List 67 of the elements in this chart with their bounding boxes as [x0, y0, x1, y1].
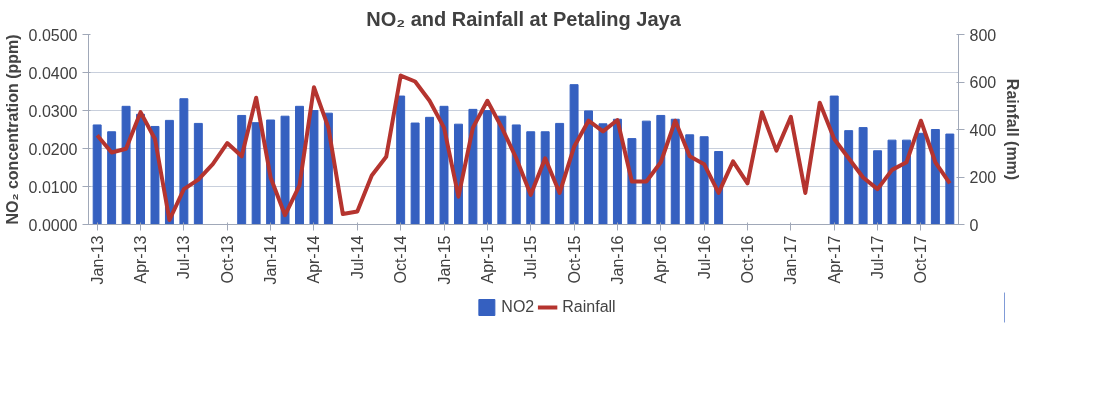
bar: [612, 118, 622, 225]
y-tick-label: 0.0500: [28, 26, 78, 44]
x-tick-label: Jan-16: [608, 235, 626, 285]
bar: [945, 133, 955, 225]
bar: [569, 84, 579, 225]
y-tick-label: 0.0200: [28, 140, 78, 158]
x-tick-label: Oct-14: [392, 235, 410, 284]
x-tick-label: Jan-15: [435, 235, 453, 285]
x-tick-label: Apr-16: [652, 235, 670, 284]
y2-tick-label: 400: [969, 121, 997, 139]
bar: [844, 130, 854, 225]
y-axis-title: NO₂ concentration (ppm): [3, 34, 21, 225]
x-tick-label: Jan-14: [262, 235, 280, 285]
bar: [92, 124, 102, 225]
bar: [136, 113, 145, 225]
bar: [902, 139, 911, 225]
bar: [280, 115, 290, 225]
bar: [858, 127, 868, 225]
line-series: [95, 73, 952, 222]
x-tick-label: Oct-17: [912, 235, 930, 284]
x-tick-label: Apr-13: [132, 235, 150, 284]
x-tick-label: Jul-17: [869, 235, 887, 280]
y2-tick-label: 0: [969, 216, 979, 234]
x-tick-label: Oct-15: [565, 235, 583, 284]
bar: [873, 150, 883, 225]
bar: [887, 139, 897, 225]
x-tick-label: Jan-13: [88, 235, 106, 285]
x-tick-label: Oct-13: [218, 235, 236, 284]
bar: [410, 122, 420, 225]
x-tick-label: Apr-14: [305, 235, 323, 284]
y2-tick-label: 600: [969, 74, 997, 91]
bar: [656, 114, 666, 225]
legend-label: Rainfall: [562, 298, 616, 316]
bar: [916, 132, 926, 225]
bar: [121, 105, 131, 225]
bar: [482, 110, 492, 225]
x-tick-label: Jul-16: [695, 235, 713, 280]
bar: [497, 115, 507, 225]
y2-tick-label: 200: [969, 169, 997, 186]
x-tick-label: Apr-17: [825, 235, 843, 284]
legend-label: NO2: [501, 298, 535, 316]
bar: [685, 134, 695, 225]
y-tick-label: 0.0100: [28, 178, 78, 196]
bar: [425, 116, 435, 225]
x-tick-label: Apr-15: [478, 235, 496, 284]
x-tick-label: Jul-14: [348, 235, 366, 280]
chart-title: NO₂ and Rainfall at Petaling Jaya: [366, 7, 682, 30]
bar: [829, 95, 839, 225]
bar: [193, 122, 203, 225]
x-tick-label: Oct-16: [739, 235, 756, 284]
bar: [598, 123, 608, 225]
bar: [699, 136, 709, 225]
y-tick-label: 0.0400: [28, 64, 78, 82]
x-tick-label: Jan-17: [782, 235, 800, 285]
y-tick-label: 0.0000: [28, 216, 78, 234]
bar: [396, 95, 406, 225]
bar: [107, 131, 117, 225]
y2-axis-title: Rainfall (mm): [1004, 78, 1022, 181]
y-tick-label: 0.0300: [28, 102, 78, 120]
bar: [179, 98, 189, 225]
y2-tick-label: 800: [969, 26, 997, 44]
x-tick-label: Jul-15: [522, 235, 540, 280]
x-tick-label: Jul-13: [175, 235, 193, 280]
bar: [641, 120, 651, 225]
bar: [251, 122, 261, 225]
bar: [584, 110, 594, 225]
bar: [309, 110, 319, 225]
